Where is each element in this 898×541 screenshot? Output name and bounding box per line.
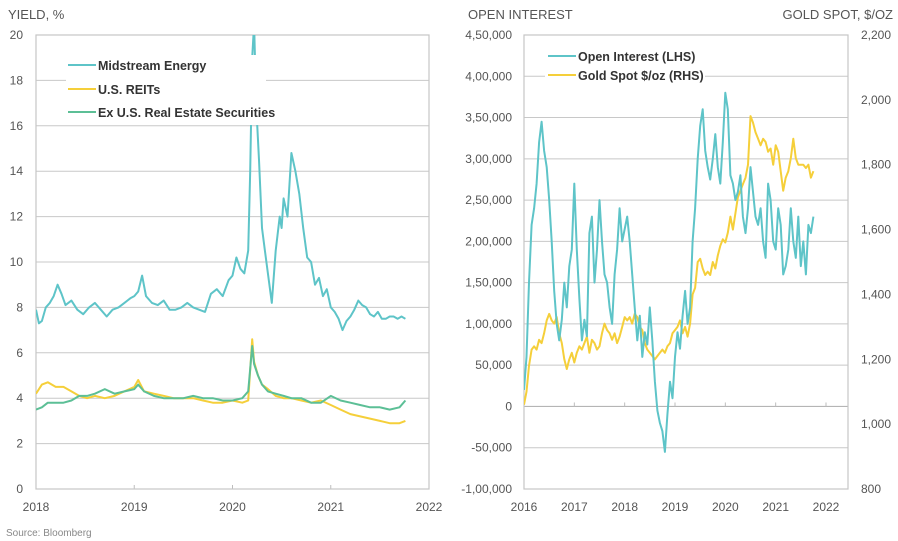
yield-y-tick-label: 20 [10,28,24,42]
yield-y-tick-label: 18 [10,73,24,87]
line-midstream-energy [36,35,406,332]
gold-y2-tick-label: 1,800 [861,158,891,172]
gold-y2-tick-label: 1,200 [861,352,891,366]
yield-y-tick-label: 14 [10,164,24,178]
gold-y2-tick-label: 1,000 [861,417,891,431]
oi-legend-bg [545,45,705,87]
gold-y2-tick-label: 1,600 [861,223,891,237]
yield-gridlines [36,79,429,445]
line-ex-u-s-real-estate-securities [36,345,407,411]
line-u-s-reits [36,338,406,425]
oi-x-ticks: 2016 2017 2018 2019 2020 2021 2022 [511,402,840,514]
legend-label-open-interest: Open Interest (LHS) [578,50,695,64]
oi-y-ticks: -1,00,000 -50,000 0 50,000 1,00,000 1,50,000 2… [461,28,512,496]
gold-y2-ticks: 800 1,000 1,200 1,400 1,600 1,800 2,000 2,200 [861,28,891,496]
oi-y-tick-label: -1,00,000 [461,482,512,496]
line-gold-spot-oz-rhs [524,115,815,405]
yield-legend: Midstream Energy U.S. REITs Ex U.S. Real… [66,55,275,125]
legend-label-gold-spot: Gold Spot $/oz (RHS) [578,69,704,83]
oi-y-tick-label: 2,50,000 [465,193,512,207]
oi-y-tick-label: -50,000 [471,441,512,455]
oi-x-tick-label: 2016 [511,500,538,514]
oi-y-tick-label: 4,00,000 [465,69,512,83]
legend-label-midstream: Midstream Energy [98,59,206,73]
oi-x-tick-label: 2018 [611,500,638,514]
legend-label-us-reits: U.S. REITs [98,83,160,97]
yield-plot-frame [35,34,430,490]
yield-y-tick-label: 0 [16,482,23,496]
line-open-interest-lhs [524,91,815,453]
yield-legend-bg [66,55,266,125]
oi-x-tick-label: 2020 [712,500,739,514]
yield-y-tick-label: 4 [16,391,23,405]
yield-x-tick-label: 2018 [23,500,50,514]
oi-y-tick-label: 0 [505,399,512,413]
yield-y-tick-label: 16 [10,119,24,133]
gold-y2-tick-label: 2,000 [861,93,891,107]
yield-x-tick-label: 2022 [416,500,443,514]
yield-axis-title: YIELD, % [8,7,65,22]
oi-gridlines [524,75,848,449]
legend-label-ex-us-reits: Ex U.S. Real Estate Securities [98,106,275,120]
oi-y-tick-label: 1,00,000 [465,317,512,331]
oi-legend: Open Interest (LHS) Gold Spot $/oz (RHS) [545,45,705,87]
oi-x-tick-label: 2019 [662,500,689,514]
gold-y2-tick-label: 2,200 [861,28,891,42]
oi-y-tick-label: 1,50,000 [465,276,512,290]
yield-y-tick-label: 8 [16,300,23,314]
oi-y-tick-label: 50,000 [475,358,512,372]
yield-series-lines [36,35,407,425]
oi-x-tick-label: 2021 [762,500,789,514]
yield-y-ticks: 0 2 4 6 8 10 12 14 16 18 20 [10,28,24,496]
gold-y2-tick-label: 1,400 [861,287,891,301]
yield-x-tick-label: 2021 [317,500,344,514]
open-interest-axis-title: OPEN INTEREST [468,7,573,22]
yield-x-tick-label: 2020 [219,500,246,514]
oi-y-tick-label: 3,50,000 [465,111,512,125]
yield-x-tick-label: 2019 [121,500,148,514]
oi-plot-frame [523,34,849,490]
source-note: Source: Bloomberg [6,528,92,539]
oi-y-tick-label: 4,50,000 [465,28,512,42]
oi-series-lines [524,91,815,453]
yield-y-tick-label: 10 [10,255,24,269]
yield-y-tick-label: 6 [16,346,23,360]
yield-y-tick-label: 2 [16,437,23,451]
gold-y2-tick-label: 800 [861,482,881,496]
oi-y-tick-label: 3,00,000 [465,152,512,166]
oi-x-tick-label: 2017 [561,500,588,514]
oi-y-tick-label: 2,00,000 [465,234,512,248]
gold-open-interest-chart: OPEN INTEREST GOLD SPOT, $/OZ -1,00,000-… [461,7,893,514]
oi-x-tick-label: 2022 [813,500,840,514]
gold-spot-axis-title: GOLD SPOT, $/OZ [782,7,893,22]
yield-y-tick-label: 12 [10,210,24,224]
yield-x-ticks: 2018 2019 2020 2021 2022 [23,485,443,514]
